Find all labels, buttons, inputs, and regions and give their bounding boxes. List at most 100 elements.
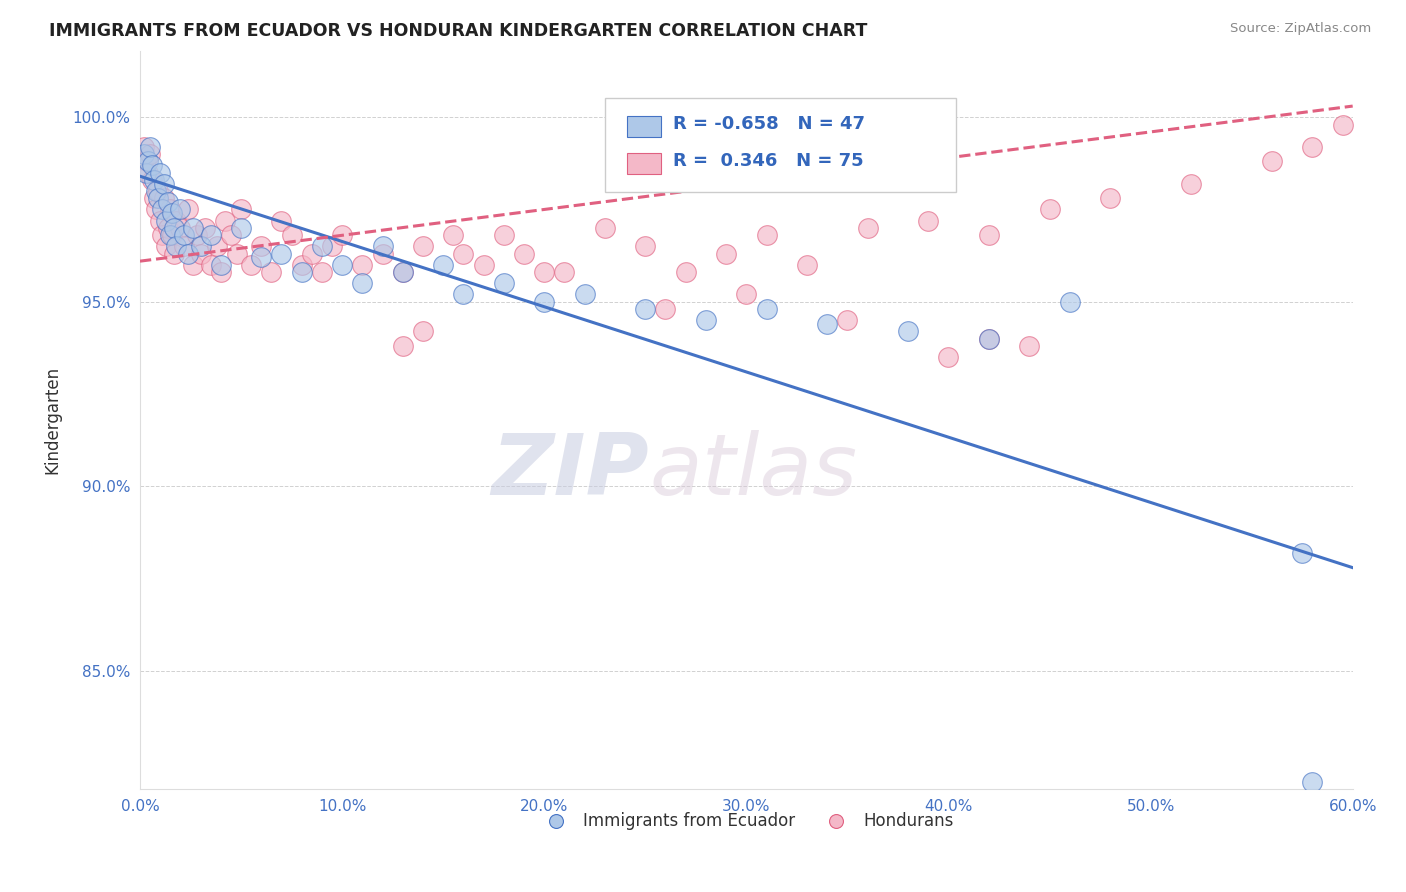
- Point: [139, 147, 162, 161]
- Point: [977, 228, 1000, 243]
- Point: [391, 339, 413, 353]
- Point: [492, 277, 515, 291]
- Point: [311, 239, 333, 253]
- Legend: Immigrants from Ecuador, Hondurans: Immigrants from Ecuador, Hondurans: [533, 805, 960, 837]
- Point: [574, 287, 596, 301]
- Point: [492, 228, 515, 243]
- Point: [1291, 546, 1313, 560]
- Point: [150, 228, 173, 243]
- Point: [177, 247, 200, 261]
- Y-axis label: Kindergarten: Kindergarten: [44, 366, 60, 474]
- Point: [143, 173, 166, 187]
- Point: [391, 265, 413, 279]
- Point: [205, 239, 228, 253]
- Point: [163, 221, 186, 235]
- Point: [291, 265, 314, 279]
- Point: [1059, 294, 1081, 309]
- Point: [938, 350, 960, 364]
- Point: [177, 202, 200, 217]
- Point: [150, 202, 173, 217]
- Point: [1180, 177, 1202, 191]
- Point: [229, 202, 252, 217]
- Point: [200, 228, 222, 243]
- Point: [977, 332, 1000, 346]
- Point: [432, 258, 454, 272]
- Point: [270, 247, 292, 261]
- Point: [173, 239, 195, 253]
- Point: [675, 265, 697, 279]
- Point: [155, 213, 177, 227]
- Point: [755, 302, 778, 317]
- Point: [136, 165, 159, 179]
- Point: [412, 324, 434, 338]
- Point: [139, 139, 162, 153]
- Point: [533, 265, 555, 279]
- Text: ZIP: ZIP: [492, 430, 650, 513]
- Point: [330, 258, 353, 272]
- Point: [194, 221, 217, 235]
- Point: [1018, 339, 1040, 353]
- Point: [371, 239, 394, 253]
- Point: [441, 228, 464, 243]
- Point: [186, 228, 208, 243]
- Point: [714, 247, 737, 261]
- Text: R =  0.346   N = 75: R = 0.346 N = 75: [673, 152, 865, 169]
- Point: [240, 258, 263, 272]
- Point: [229, 221, 252, 235]
- Point: [917, 213, 939, 227]
- Point: [593, 221, 616, 235]
- Point: [159, 228, 181, 243]
- Point: [977, 332, 1000, 346]
- Point: [391, 265, 413, 279]
- Point: [553, 265, 575, 279]
- Point: [250, 239, 273, 253]
- Point: [634, 239, 657, 253]
- Point: [155, 239, 177, 253]
- Point: [181, 258, 204, 272]
- Point: [260, 265, 283, 279]
- Point: [796, 258, 818, 272]
- Point: [311, 265, 333, 279]
- Point: [162, 228, 184, 243]
- Point: [165, 239, 187, 253]
- Point: [856, 221, 879, 235]
- Point: [1099, 191, 1122, 205]
- Point: [352, 258, 374, 272]
- Point: [190, 247, 212, 261]
- Point: [145, 184, 167, 198]
- Point: [250, 251, 273, 265]
- Point: [412, 239, 434, 253]
- Point: [162, 206, 184, 220]
- Point: [735, 287, 758, 301]
- Point: [146, 191, 169, 205]
- Point: [634, 302, 657, 317]
- Point: [453, 247, 475, 261]
- Point: [226, 247, 249, 261]
- Point: [513, 247, 536, 261]
- Point: [159, 202, 181, 217]
- Point: [157, 195, 180, 210]
- Point: [837, 313, 859, 327]
- Point: [146, 184, 169, 198]
- Point: [533, 294, 555, 309]
- Point: [815, 317, 838, 331]
- Point: [135, 165, 157, 179]
- Point: [200, 258, 222, 272]
- Point: [301, 247, 323, 261]
- Point: [1331, 118, 1354, 132]
- Text: R = -0.658   N = 47: R = -0.658 N = 47: [673, 115, 866, 133]
- Point: [209, 258, 232, 272]
- Text: atlas: atlas: [650, 430, 858, 513]
- Point: [163, 247, 186, 261]
- Point: [136, 154, 159, 169]
- Point: [132, 147, 155, 161]
- Point: [755, 228, 778, 243]
- Point: [330, 228, 353, 243]
- Point: [209, 265, 232, 279]
- Point: [1301, 139, 1323, 153]
- Point: [157, 221, 180, 235]
- Point: [165, 213, 187, 227]
- Point: [352, 277, 374, 291]
- Point: [1301, 774, 1323, 789]
- Point: [695, 313, 717, 327]
